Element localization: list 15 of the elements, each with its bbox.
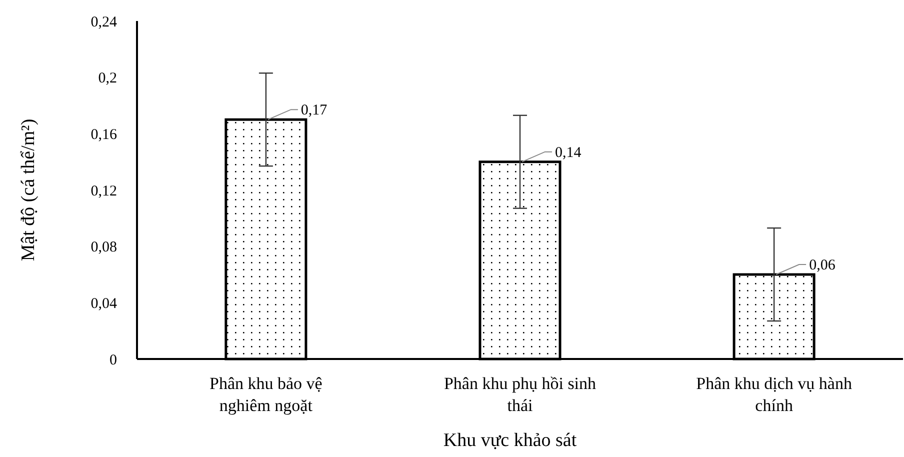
x-axis-title: Khu vực khảo sát <box>443 430 578 451</box>
y-tick-label: 0,24 <box>90 14 118 30</box>
data-label: 0,17 <box>300 102 328 119</box>
y-tick-label: 0 <box>110 352 117 368</box>
x-tick-label: Phân khu bảo vệ nghiêm ngoặt <box>210 374 322 415</box>
y-axis-title: Mật độ (cá thể/m²) <box>18 118 39 262</box>
x-tick-label: Phân khu phụ hồi sinh thái <box>444 374 597 415</box>
data-label: 0,06 <box>809 258 836 274</box>
y-tick-label: 0,12 <box>90 183 117 200</box>
y-tick-label: 0,04 <box>90 296 118 312</box>
y-tick-label: 0,16 <box>90 126 118 143</box>
y-tick-label: 0,08 <box>90 240 117 256</box>
x-tick-label: Phân khu dịch vụ hành chính <box>696 374 852 415</box>
data-label: 0,14 <box>555 144 582 161</box>
y-tick-label: 0,2 <box>98 70 117 87</box>
